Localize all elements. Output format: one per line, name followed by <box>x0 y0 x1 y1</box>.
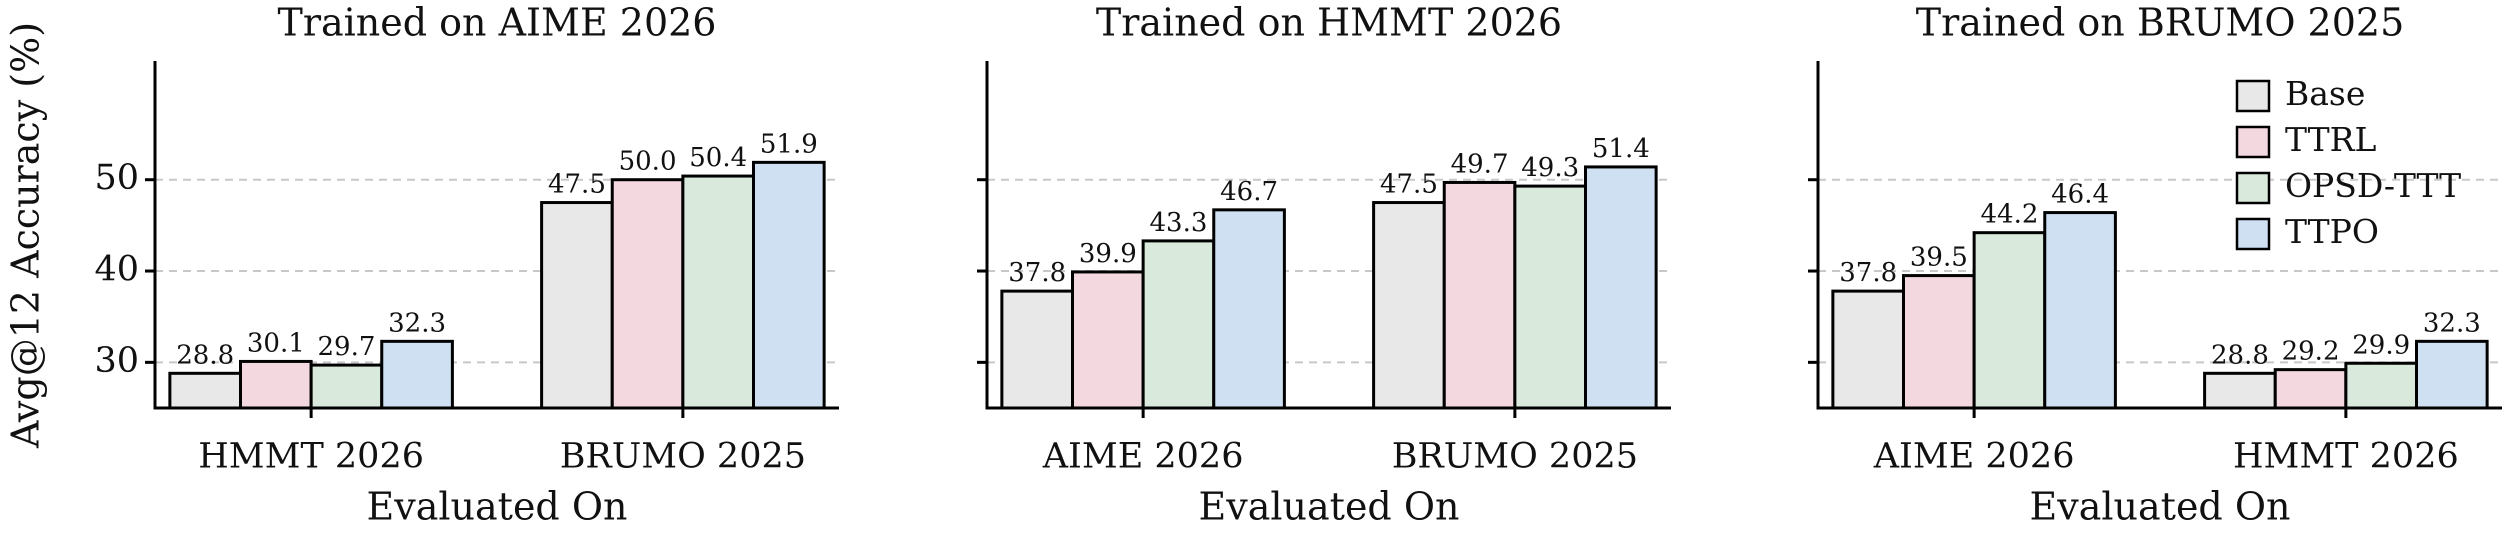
bar <box>1513 184 1587 410</box>
bar <box>2043 211 2117 410</box>
value-label: 50.0 <box>619 147 677 177</box>
value-label: 51.9 <box>760 129 818 159</box>
value-label: 29.9 <box>2352 330 2410 360</box>
value-label: 30.1 <box>247 328 305 358</box>
x-tick-label: BRUMO 2025 <box>560 437 806 477</box>
bar <box>168 371 242 410</box>
bar <box>2273 368 2348 410</box>
bar <box>1584 165 1658 410</box>
bar <box>239 359 313 410</box>
value-label: 47.5 <box>1380 170 1438 200</box>
x-axis-label: Evaluated On <box>2030 485 2291 529</box>
bar <box>1000 289 1074 410</box>
x-tick-label: AIME 2026 <box>1042 437 1244 477</box>
bar <box>1442 180 1517 410</box>
value-label: 37.8 <box>1008 258 1066 288</box>
value-label: 49.7 <box>1451 149 1509 179</box>
value-label: 46.4 <box>2051 180 2109 210</box>
value-label: 39.5 <box>1910 243 1968 273</box>
chart-title: Trained on AIME 2026 <box>277 1 716 45</box>
bar <box>1972 231 2047 410</box>
bar <box>2203 371 2277 410</box>
x-axis-label: Evaluated On <box>367 485 628 529</box>
bar <box>2415 339 2489 410</box>
bar <box>540 201 614 410</box>
bar <box>2344 361 2419 410</box>
bar <box>610 178 685 410</box>
y-axis-label: Avg@12 Accuracy (%) <box>4 22 48 449</box>
bar <box>1831 289 1905 410</box>
bar <box>380 339 454 410</box>
bar <box>1141 239 1216 410</box>
bar <box>1071 270 1145 410</box>
legend-label: OPSD-TTT <box>2285 166 2461 205</box>
bar <box>1212 208 1286 410</box>
value-label: 43.3 <box>1150 208 1208 238</box>
value-label: 39.9 <box>1079 239 1137 269</box>
bar <box>1902 274 1976 410</box>
value-label: 46.7 <box>1220 177 1278 207</box>
value-label: 44.2 <box>1981 200 2039 230</box>
bar <box>309 363 384 410</box>
x-tick-label: HMMT 2026 <box>2233 437 2459 477</box>
value-label: 37.8 <box>1839 258 1897 288</box>
legend-swatch <box>2235 171 2271 205</box>
legend-swatch <box>2235 217 2271 251</box>
chart-title: Trained on BRUMO 2025 <box>1916 1 2405 45</box>
legend-swatch <box>2235 79 2271 113</box>
bar <box>752 160 826 410</box>
value-label: 32.3 <box>388 308 446 338</box>
value-label: 29.7 <box>318 332 376 362</box>
legend-swatch <box>2235 125 2271 159</box>
y-tick-label: 50 <box>94 158 139 198</box>
bar <box>1372 201 1446 410</box>
value-label: 29.2 <box>2282 337 2340 367</box>
bar <box>681 174 755 410</box>
x-tick-label: BRUMO 2025 <box>1392 437 1638 477</box>
legend-label: Base <box>2285 74 2365 113</box>
value-label: 47.5 <box>548 170 606 200</box>
value-label: 28.8 <box>176 340 234 370</box>
x-tick-label: AIME 2026 <box>1873 437 2075 477</box>
value-label: 32.3 <box>2423 308 2481 338</box>
value-label: 50.4 <box>689 143 747 173</box>
y-tick-label: 40 <box>94 250 139 290</box>
value-label: 28.8 <box>2211 340 2269 370</box>
y-tick-label: 30 <box>94 341 139 381</box>
value-label: 51.4 <box>1592 134 1650 164</box>
value-label: 49.3 <box>1521 153 1579 183</box>
legend-label: TTRL <box>2285 120 2376 159</box>
legend-label: TTPO <box>2285 212 2379 251</box>
x-tick-label: HMMT 2026 <box>198 437 424 477</box>
chart-title: Trained on HMMT 2026 <box>1096 1 1562 45</box>
x-axis-label: Evaluated On <box>1199 485 1460 529</box>
